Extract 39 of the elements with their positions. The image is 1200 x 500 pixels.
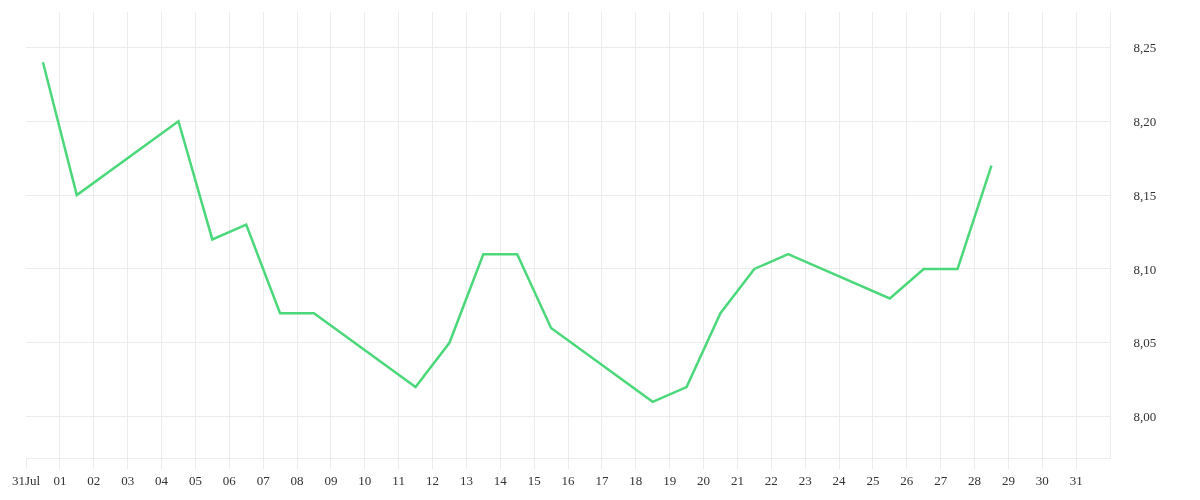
x-tick-label: 28 — [968, 472, 981, 488]
x-tick-label: 25 — [866, 472, 880, 488]
x-tick-label: 03 — [121, 472, 135, 488]
line-series — [41, 60, 993, 404]
x-tick-label: 17 — [595, 472, 609, 488]
x-tick-label: 06 — [222, 472, 237, 488]
x-tick-label: 31 — [1069, 472, 1083, 488]
x-tick-label: 19 — [663, 472, 677, 488]
x-tick-label: 15 — [527, 472, 541, 488]
x-tick-label: 31Jul — [11, 472, 41, 488]
x-tick-label: 13 — [459, 472, 473, 488]
x-tick-label: 27 — [934, 472, 948, 488]
x-tick-label: 18 — [629, 472, 643, 488]
x-tick-label: 23 — [798, 472, 812, 488]
x-tick-label: 05 — [188, 472, 202, 488]
y-tick-label: 8,10 — [1133, 261, 1157, 277]
y-tick-label: 8,25 — [1133, 39, 1157, 55]
x-tick-label: 14 — [493, 472, 508, 488]
y-tick-label: 8,05 — [1133, 335, 1157, 351]
x-tick-label: 21 — [730, 472, 744, 488]
x-tick-label: 30 — [1035, 472, 1049, 488]
y-tick-label: 8,20 — [1133, 113, 1157, 129]
x-tick-label: 07 — [256, 472, 271, 488]
x-tick-label: 04 — [155, 472, 169, 488]
x-tick-label: 20 — [697, 472, 710, 488]
x-tick-label: 09 — [324, 472, 338, 488]
x-tick-label: 12 — [426, 472, 439, 488]
x-tick-label: 22 — [764, 472, 778, 488]
x-tick-label: 01 — [53, 472, 67, 488]
y-tick-label: 8,00 — [1133, 409, 1157, 425]
x-tick-label: 29 — [1001, 472, 1015, 488]
x-tick-label: 02 — [87, 472, 101, 488]
y-tick-label: 8,15 — [1133, 187, 1157, 203]
x-tick-label: 16 — [561, 472, 575, 488]
x-tick-label: 10 — [358, 472, 372, 488]
x-tick-label: 11 — [392, 472, 405, 488]
x-tick-label: 24 — [832, 472, 846, 488]
x-tick-label: 08 — [290, 472, 304, 488]
x-tick-label: 26 — [900, 472, 914, 488]
